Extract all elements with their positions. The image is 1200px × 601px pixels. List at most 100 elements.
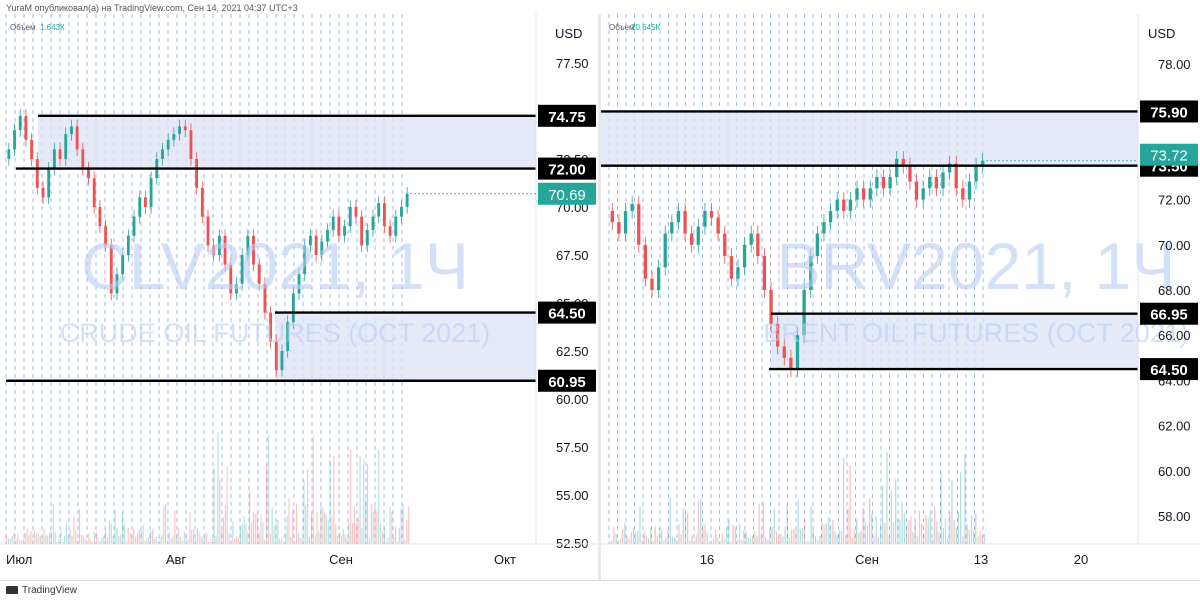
volume-bar: [378, 449, 380, 544]
volume-bar: [385, 541, 387, 544]
level-price-tag[interactable]: [538, 104, 596, 127]
level-price-tag[interactable]: [1140, 302, 1198, 325]
candle-body: [303, 245, 307, 275]
volume-bar: [206, 532, 208, 544]
candle-body: [58, 149, 62, 159]
volume-bar: [13, 532, 15, 544]
volume-bar: [665, 537, 667, 544]
level-price-tag[interactable]: [538, 369, 596, 392]
volume-bar: [208, 541, 210, 544]
volume-bar: [6, 535, 8, 544]
candle-body: [703, 210, 707, 227]
volume-bar: [217, 432, 219, 544]
volume-bar: [67, 535, 69, 544]
level-price-tag[interactable]: [538, 157, 596, 180]
candle-body: [172, 134, 176, 140]
candle-body: [24, 115, 28, 140]
volume-bar: [918, 510, 921, 544]
level-price-tag[interactable]: [538, 301, 596, 324]
chart-cl[interactable]: CLV2021, 1Ч CRUDE OIL FUTURES (OCT 2021) 7…: [0, 14, 598, 579]
price-zone-band: [771, 313, 1138, 370]
volume-bar: [15, 538, 17, 544]
volume-bar: [739, 523, 741, 544]
volume-bar: [297, 533, 299, 544]
candle-body: [637, 204, 641, 245]
volume-bar: [200, 535, 202, 544]
candle-body: [81, 149, 85, 169]
volume-bar: [849, 465, 851, 544]
volume-bar: [249, 491, 251, 544]
volume-bar: [294, 541, 296, 544]
last-price-tag[interactable]: [538, 182, 596, 205]
volume-bar: [723, 539, 726, 544]
volume-bar: [303, 479, 305, 544]
volume-bar: [337, 536, 339, 544]
volume-bar: [847, 507, 849, 544]
candle-body: [343, 226, 346, 236]
candle-body: [132, 216, 136, 236]
volume-bar: [942, 527, 944, 544]
volume-bar: [290, 536, 292, 544]
volume-bar: [609, 541, 611, 544]
volume-bar: [271, 507, 273, 544]
watermark-title: CLV2021, 1Ч: [81, 229, 469, 303]
candle-body: [723, 233, 727, 257]
volume-bar: [843, 457, 845, 544]
volume-bar: [63, 535, 66, 544]
volume-bar: [617, 540, 619, 544]
volume-bar: [146, 538, 148, 544]
candle-body: [149, 178, 153, 207]
volume-bar: [168, 531, 170, 544]
candle-body: [280, 351, 284, 371]
x-tick-label: Авг: [166, 552, 187, 567]
volume-bar: [934, 506, 936, 544]
tradingview-logo[interactable]: TradingView: [6, 585, 77, 596]
volume-bar: [11, 536, 13, 544]
volume-bar: [652, 540, 654, 544]
y-tick-label: 58.00: [1158, 509, 1191, 524]
level-price-tag[interactable]: [1140, 100, 1198, 123]
candle-body: [676, 210, 681, 223]
volume-bar: [258, 531, 260, 544]
volume-bar: [322, 507, 324, 544]
volume-bar: [232, 521, 234, 544]
volume-bar: [762, 501, 765, 544]
volume-bar: [695, 535, 697, 544]
volume-bar: [316, 511, 318, 544]
volume-bar: [697, 500, 700, 544]
volume-bar: [17, 534, 19, 544]
candle-body: [683, 210, 687, 234]
volume-bar: [84, 538, 86, 544]
volume-bar: [236, 536, 238, 544]
volume-bar: [37, 532, 39, 544]
volume-bar: [749, 538, 752, 544]
volume-bar: [953, 519, 955, 544]
volume-bar: [174, 510, 176, 544]
volume-bar: [400, 508, 402, 544]
volume-bar: [380, 523, 382, 544]
chart-panel-cl[interactable]: CLV2021, 1Ч CRUDE OIL FUTURES (OCT 2021) 7…: [0, 14, 598, 579]
volume-bar: [193, 529, 195, 544]
volume-bar: [938, 532, 940, 544]
candle-body: [109, 245, 113, 294]
volume-bar: [323, 512, 326, 544]
volume-bar: [144, 540, 146, 544]
volume-bar: [929, 510, 931, 544]
candle-body: [716, 217, 720, 234]
volume-bar: [136, 532, 139, 544]
volume-bar: [372, 511, 374, 544]
volume-bar: [812, 529, 814, 544]
panel-divider[interactable]: [598, 14, 601, 580]
chart-panel-brent[interactable]: BRV2021, 1Ч BRENT OIL FUTURES (OCT 2021) 7…: [601, 14, 1200, 579]
volume-bar: [404, 539, 406, 544]
volume-bar: [689, 540, 691, 544]
volume-bar: [871, 513, 873, 544]
volume-bar: [39, 535, 41, 544]
last-price-tag[interactable]: [1140, 143, 1198, 166]
level-price-tag[interactable]: [1140, 358, 1198, 381]
x-tick-label: 20: [1074, 552, 1088, 567]
y-tick-label: 62.00: [1158, 419, 1191, 434]
chart-brent[interactable]: BRV2021, 1Ч BRENT OIL FUTURES (OCT 2021) 7…: [601, 14, 1200, 579]
volume-bar: [383, 527, 385, 544]
candle-body: [235, 283, 238, 294]
